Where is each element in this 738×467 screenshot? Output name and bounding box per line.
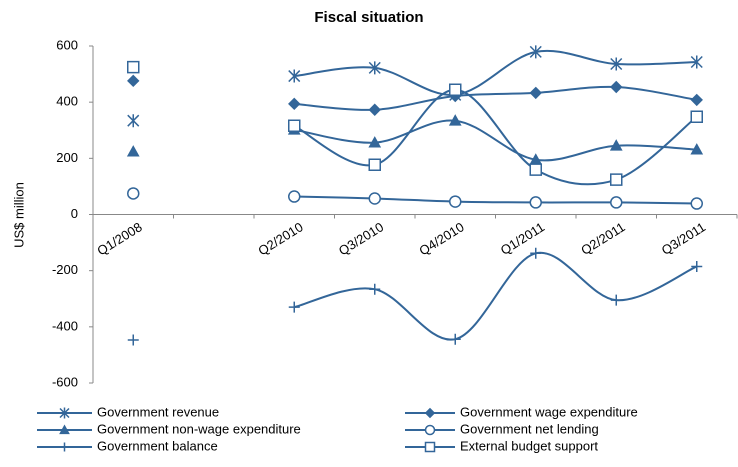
data-point xyxy=(127,60,140,74)
data-point xyxy=(530,247,542,259)
y-tick-label: 200 xyxy=(56,150,78,165)
series-line xyxy=(294,49,697,96)
data-point xyxy=(288,301,300,313)
data-point xyxy=(126,145,140,157)
data-point xyxy=(369,283,381,295)
legend-label: Government net lending xyxy=(460,421,599,436)
series-line xyxy=(293,88,698,186)
data-point xyxy=(449,333,461,345)
legend-label: Government balance xyxy=(97,438,218,453)
series-line xyxy=(294,119,697,162)
data-point xyxy=(529,86,542,100)
series-line xyxy=(294,85,697,111)
data-point xyxy=(368,192,382,205)
data-point xyxy=(127,114,140,128)
data-point xyxy=(690,110,703,124)
legend-marker xyxy=(59,424,70,435)
data-point xyxy=(127,74,140,88)
data-point xyxy=(449,83,462,97)
data-point xyxy=(610,80,623,94)
data-point xyxy=(368,103,381,116)
legend-marker xyxy=(424,441,436,453)
data-point xyxy=(368,158,381,172)
y-tick-label: -600 xyxy=(52,374,78,389)
data-point xyxy=(690,143,704,155)
data-point xyxy=(690,197,704,210)
data-point xyxy=(287,190,301,203)
data-point xyxy=(448,114,462,126)
y-tick-label: -200 xyxy=(52,262,78,277)
data-point xyxy=(529,45,542,59)
data-point xyxy=(288,69,301,83)
legend-label: Government non-wage expenditure xyxy=(97,421,301,436)
legend-marker xyxy=(424,407,436,419)
x-tick-label: Q2/2010 xyxy=(255,219,305,258)
data-point xyxy=(610,173,623,186)
legend-marker xyxy=(424,424,436,436)
y-tick-label: 400 xyxy=(56,94,78,109)
data-point xyxy=(610,294,622,306)
data-point xyxy=(127,334,139,346)
data-point xyxy=(529,196,543,209)
data-point xyxy=(529,163,542,176)
data-point xyxy=(368,136,382,148)
y-tick-label: 0 xyxy=(71,206,78,221)
x-tick-label: Q3/2011 xyxy=(659,219,708,258)
series-line xyxy=(294,195,697,205)
legend-label: Government wage expenditure xyxy=(460,404,638,419)
series-line xyxy=(294,251,698,341)
legend-marker xyxy=(59,407,70,419)
data-point xyxy=(126,187,140,200)
x-tick-label: Q2/2011 xyxy=(578,219,627,258)
x-tick-label: Q1/2008 xyxy=(94,219,144,258)
data-point xyxy=(368,61,381,75)
data-point xyxy=(609,196,623,209)
y-tick-label: 600 xyxy=(56,37,78,52)
data-point xyxy=(610,57,623,71)
legend-label: Government revenue xyxy=(97,404,219,419)
data-point xyxy=(609,139,623,151)
data-point xyxy=(691,260,703,272)
data-point xyxy=(448,195,462,208)
legend-label: External budget support xyxy=(460,438,598,453)
legend-marker xyxy=(60,442,69,452)
data-point xyxy=(288,97,301,111)
data-point xyxy=(690,93,703,107)
chart-title: Fiscal situation xyxy=(314,9,423,26)
x-tick-label: Q3/2010 xyxy=(336,219,386,258)
y-tick-label: -400 xyxy=(52,318,78,333)
x-tick-label: Q4/2010 xyxy=(416,219,466,258)
y-axis-label: US$ million xyxy=(11,182,26,248)
data-point xyxy=(288,119,301,133)
data-point xyxy=(690,55,703,69)
